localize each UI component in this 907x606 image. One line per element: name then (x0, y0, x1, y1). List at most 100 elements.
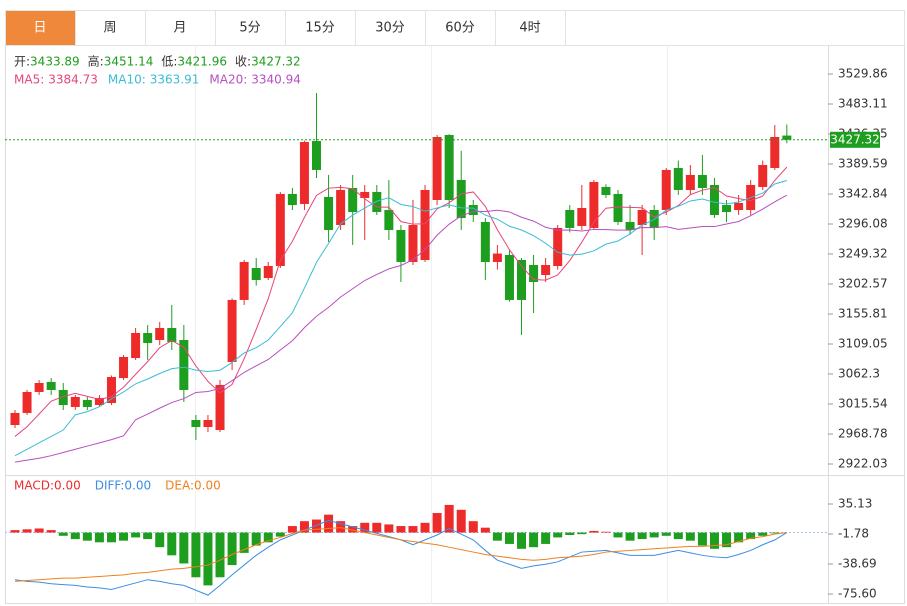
ma-line (14, 166, 788, 437)
y-tick-label: 3483.11 (838, 96, 888, 110)
tab-label[interactable]: 日 (33, 21, 46, 36)
macd-bar (432, 513, 442, 533)
macd-line (14, 527, 787, 582)
candle-body (263, 266, 273, 279)
macd-bar (324, 514, 334, 533)
macd-bar (396, 526, 406, 533)
candle-body (661, 169, 671, 210)
legend-text: DEA:0.00 (165, 479, 221, 493)
macd-bar (215, 532, 225, 578)
y-tick-label: 3529.86 (838, 66, 888, 80)
candle-body (758, 165, 768, 187)
candle-body (577, 208, 587, 226)
y-tick-label: 3389.59 (838, 156, 888, 170)
candle-body (70, 396, 80, 407)
macd-bar (167, 532, 177, 556)
legend-text: 开: (14, 55, 30, 69)
macd-bar (504, 532, 514, 544)
candle-body (251, 268, 261, 281)
macd-bar (565, 532, 575, 535)
candle-body (553, 227, 563, 267)
macd-bar (131, 532, 141, 538)
candle-body (541, 264, 551, 275)
candle-body (287, 193, 297, 205)
y-tick-label: 2922.03 (838, 457, 888, 471)
legend-text: MA5: (14, 73, 44, 87)
candle-body (734, 203, 744, 210)
tab[interactable] (425, 10, 496, 46)
y-tick-label: 35.13 (838, 497, 872, 511)
legend-text: 3433.89 (30, 55, 80, 69)
candle-body (384, 209, 394, 231)
candle-body (432, 136, 442, 200)
candle-body (408, 225, 418, 262)
last-price-label: 3427.32 (830, 132, 880, 146)
tab-label[interactable]: 5分 (239, 21, 260, 36)
tab-label[interactable]: 15分 (305, 21, 335, 36)
tab-label[interactable]: 30分 (375, 21, 405, 36)
candle-body (34, 382, 44, 392)
y-tick-label: 2968.78 (838, 427, 888, 441)
candle-body (348, 187, 358, 212)
candle-body (155, 327, 165, 340)
candle-body (565, 209, 575, 228)
macd-bar (227, 532, 237, 566)
legend-text: MA10: (108, 73, 146, 87)
candle-body (191, 420, 201, 428)
tab[interactable] (5, 10, 76, 46)
candle-body (504, 254, 514, 300)
macd-bar (517, 532, 527, 549)
tab-label[interactable]: 月 (173, 21, 186, 36)
legend-text: MA20: (209, 73, 247, 87)
candle-body (673, 167, 683, 190)
tab[interactable] (75, 10, 146, 46)
y-tick-label: 3155.81 (838, 307, 888, 321)
macd-bar (649, 532, 659, 538)
y-tick-label: 3202.57 (838, 276, 888, 290)
legend-text: 3421.96 (177, 55, 227, 69)
macd-bar (673, 532, 683, 540)
macd-bar (625, 532, 635, 541)
legend-text: 低: (161, 55, 177, 69)
candle-body (685, 174, 695, 190)
candle-body (697, 174, 707, 188)
macd-bar (143, 532, 153, 540)
macd-bar (420, 522, 430, 533)
macd-bar (746, 532, 756, 540)
panel-frame (5, 45, 905, 604)
candle-body (336, 189, 346, 226)
macd-bar (613, 532, 623, 538)
macd-bar (94, 532, 104, 543)
macd-bar (312, 519, 321, 533)
legend-text: 3384.73 (48, 73, 98, 87)
tab[interactable] (285, 10, 356, 46)
candle-body (709, 184, 719, 216)
macd-bar (82, 532, 92, 541)
macd-bar (360, 522, 370, 533)
macd-bar (601, 531, 611, 533)
macd-bar (251, 532, 261, 546)
macd-bar (287, 526, 297, 533)
tab-label[interactable]: 4时 (519, 21, 540, 36)
macd-bar (589, 530, 599, 533)
macd-bar (577, 532, 587, 535)
tab-label[interactable]: 周 (103, 21, 116, 36)
macd-bar (529, 532, 539, 548)
macd-bar (155, 532, 165, 548)
y-tick-label: -1.78 (838, 527, 869, 541)
macd-bar (456, 509, 466, 533)
legend-text: 3451.14 (104, 55, 154, 69)
macd-bar (661, 532, 671, 536)
macd-bar (541, 532, 551, 544)
tab-label[interactable]: 60分 (445, 21, 475, 36)
ma-line (14, 194, 788, 463)
candle-body (625, 221, 635, 231)
y-tick-label: 3062.3 (838, 367, 880, 381)
macd-bar (444, 504, 454, 533)
y-tick-label: 3015.54 (838, 397, 888, 411)
candle-body (46, 381, 56, 390)
tab-bar-rest (565, 10, 905, 46)
y-tick-label: 3249.32 (838, 247, 888, 261)
tab[interactable] (145, 10, 216, 46)
